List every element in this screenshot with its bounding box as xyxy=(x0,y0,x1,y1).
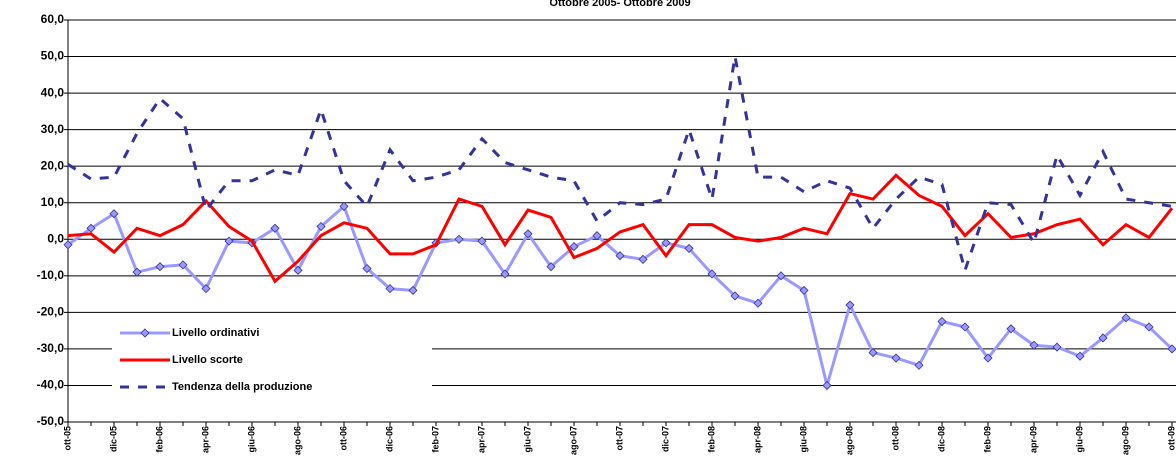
point-marker xyxy=(178,260,188,270)
point-marker xyxy=(63,240,73,250)
point-marker xyxy=(753,298,763,308)
y-tick-label: -40,0 xyxy=(37,378,65,392)
y-tick-label: -30,0 xyxy=(37,341,65,355)
x-tick-label: ago-06 xyxy=(292,426,302,455)
x-tick-label: dic-07 xyxy=(660,426,670,452)
chart-title: Ottobre 2005- Ottobre 2009 xyxy=(549,0,690,9)
y-tick-label: 30,0 xyxy=(41,122,65,136)
x-tick-label: giu-07 xyxy=(522,426,532,453)
legend-label: Livello scorte xyxy=(172,354,243,366)
legend-marker xyxy=(140,328,150,338)
x-tick-label: dic-08 xyxy=(936,426,946,452)
point-marker xyxy=(1121,313,1131,323)
point-marker xyxy=(960,322,970,332)
x-tick-label: feb-08 xyxy=(706,426,716,453)
point-marker xyxy=(822,380,832,391)
point-marker xyxy=(385,284,395,294)
legend-label: Livello ordinativi xyxy=(172,327,259,339)
y-tick-label: -50,0 xyxy=(37,414,65,428)
point-marker xyxy=(224,236,234,246)
x-tick-label: ago-07 xyxy=(568,426,578,455)
point-marker xyxy=(661,238,671,248)
x-tick-label: ott-06 xyxy=(338,426,348,451)
x-tick-label: giu-08 xyxy=(798,426,808,453)
point-marker xyxy=(546,262,556,272)
series-line xyxy=(67,56,1173,276)
y-tick-label: 60,0 xyxy=(41,12,65,26)
x-tick-label: giu-09 xyxy=(1074,426,1084,453)
x-tick-label: ott-08 xyxy=(890,426,900,451)
point-marker xyxy=(316,221,326,232)
point-marker xyxy=(983,353,993,363)
point-marker xyxy=(776,271,786,281)
x-tick-label: feb-09 xyxy=(982,426,992,453)
point-marker xyxy=(799,285,809,296)
point-marker xyxy=(914,360,924,370)
point-marker xyxy=(891,353,901,363)
x-tick-label: giu-06 xyxy=(246,426,256,453)
point-marker xyxy=(523,229,533,239)
point-marker xyxy=(845,300,855,310)
point-marker xyxy=(638,254,648,264)
x-tick-label: ott-09 xyxy=(1166,426,1176,451)
point-marker xyxy=(937,316,947,327)
legend: Livello ordinativi Livello scorte Tendenza… xyxy=(112,318,432,398)
x-tick-label: ott-05 xyxy=(62,426,72,451)
x-tick-label: ago-09 xyxy=(1120,426,1130,455)
point-marker xyxy=(1167,344,1176,354)
point-marker xyxy=(1098,333,1108,343)
x-tick-label: apr-06 xyxy=(200,426,210,453)
point-marker xyxy=(339,201,349,211)
x-tick-label: feb-07 xyxy=(430,426,440,453)
point-marker xyxy=(293,265,303,275)
point-marker xyxy=(109,209,119,219)
point-marker xyxy=(569,242,579,252)
point-marker xyxy=(1052,342,1062,352)
point-marker xyxy=(707,269,717,279)
point-marker xyxy=(592,231,602,241)
x-tick-label: feb-06 xyxy=(154,426,164,453)
point-marker xyxy=(1144,322,1154,332)
point-marker xyxy=(408,285,418,296)
point-marker xyxy=(201,284,211,294)
point-marker xyxy=(615,251,625,261)
point-marker xyxy=(868,347,878,358)
point-marker xyxy=(684,243,694,253)
y-tick-label: -20,0 xyxy=(37,305,65,319)
y-tick-label: 0,0 xyxy=(47,231,64,245)
y-tick-label: 10,0 xyxy=(41,195,65,209)
x-tick-label: dic-05 xyxy=(108,426,118,452)
x-tick-label: apr-08 xyxy=(752,426,762,453)
x-tick-label: apr-07 xyxy=(476,426,486,453)
legend-box xyxy=(112,318,432,398)
point-marker xyxy=(730,291,740,301)
point-marker xyxy=(132,267,142,277)
x-tick-label: ott-07 xyxy=(614,426,624,451)
y-tick-label: 50,0 xyxy=(41,49,65,63)
point-marker xyxy=(270,223,280,233)
legend-label: Tendenza della produzione xyxy=(172,381,312,393)
point-marker xyxy=(155,262,165,272)
y-tick-label: 20,0 xyxy=(41,158,65,172)
point-marker xyxy=(500,269,510,279)
point-marker xyxy=(1006,324,1016,334)
x-tick-label: apr-09 xyxy=(1028,426,1038,453)
point-marker xyxy=(362,263,372,274)
point-marker xyxy=(454,234,464,244)
x-tick-label: dic-06 xyxy=(384,426,394,452)
y-tick-label: -10,0 xyxy=(37,268,65,282)
point-marker xyxy=(1075,351,1085,361)
point-marker xyxy=(477,236,487,246)
series-line xyxy=(67,173,1174,284)
point-marker xyxy=(1029,340,1039,350)
y-tick-label: 40,0 xyxy=(41,85,65,99)
x-tick-label: ago-08 xyxy=(844,426,854,455)
